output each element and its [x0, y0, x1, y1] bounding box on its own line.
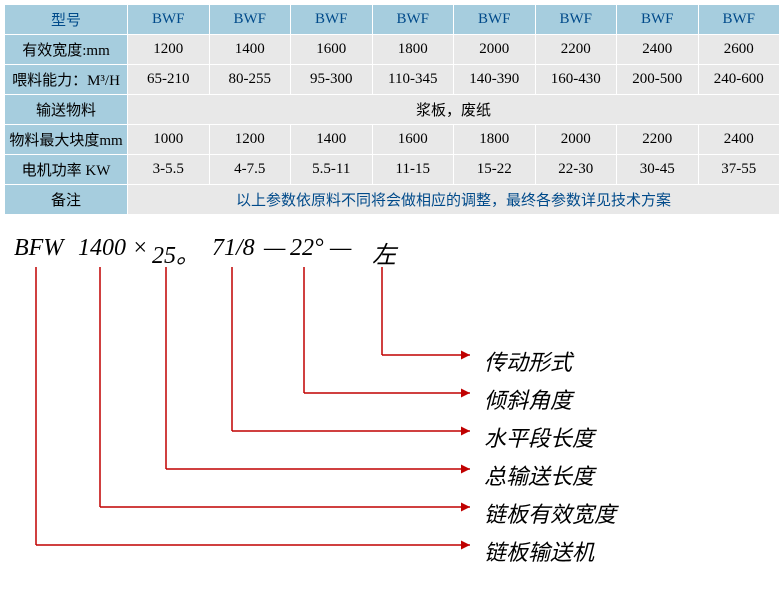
formula-part: — [330, 235, 351, 262]
row-cell: 37-55 [698, 155, 780, 185]
header-cell: BWF [209, 5, 291, 35]
row-merged-cell: 浆板，废纸 [128, 95, 780, 125]
row-cell: 3-5.5 [128, 155, 210, 185]
row-cell: 2400 [617, 35, 699, 65]
row-cell: 65-210 [128, 65, 210, 95]
row-merged-cell: 以上参数依原料不同将会做相应的调整，最终各参数详见技术方案 [128, 185, 780, 215]
row-cell: 200-500 [617, 65, 699, 95]
row-cell: 1400 [209, 35, 291, 65]
row-cell: 2400 [698, 125, 780, 155]
header-cell-model: 型号 [5, 5, 128, 35]
diagram-label: 传动形式 [484, 345, 572, 377]
row-cell: 160-430 [535, 65, 617, 95]
row-cell: 5.5-11 [291, 155, 373, 185]
formula-part: — [264, 235, 285, 262]
table-row: 备注以上参数依原料不同将会做相应的调整，最终各参数详见技术方案 [5, 185, 780, 215]
header-cell: BWF [698, 5, 780, 35]
row-cell: 1200 [128, 35, 210, 65]
header-cell: BWF [454, 5, 536, 35]
row-cell: 30-45 [617, 155, 699, 185]
row-cell: 80-255 [209, 65, 291, 95]
row-cell: 11-15 [372, 155, 454, 185]
row-cell: 15-22 [454, 155, 536, 185]
row-cell: 1600 [372, 125, 454, 155]
table-row: 物料最大块度mm10001200140016001800200022002400 [5, 125, 780, 155]
row-cell: 140-390 [454, 65, 536, 95]
diagram-lines [4, 235, 780, 565]
table-row: 有效宽度:mm12001400160018002000220024002600 [5, 35, 780, 65]
header-cell: BWF [128, 5, 210, 35]
row-label: 电机功率 KW [5, 155, 128, 185]
row-cell: 110-345 [372, 65, 454, 95]
row-cell: 240-600 [698, 65, 780, 95]
formula-part: 左 [372, 235, 396, 270]
row-cell: 4-7.5 [209, 155, 291, 185]
row-cell: 1400 [291, 125, 373, 155]
header-cell: BWF [291, 5, 373, 35]
row-cell: 2000 [454, 35, 536, 65]
header-cell: BWF [617, 5, 699, 35]
spec-table: 型号 BWF BWF BWF BWF BWF BWF BWF BWF 有效宽度:… [4, 4, 780, 215]
table-row: 电机功率 KW3-5.54-7.55.5-1111-1515-2222-3030… [5, 155, 780, 185]
row-cell: 95-300 [291, 65, 373, 95]
diagram-label: 链板输送机 [484, 535, 594, 567]
table-row: 喂料能力：M³/H65-21080-25595-300110-345140-39… [5, 65, 780, 95]
diagram-label: 水平段长度 [484, 421, 594, 453]
row-cell: 2200 [535, 35, 617, 65]
diagram-label: 总输送长度 [484, 459, 594, 491]
row-cell: 2200 [617, 125, 699, 155]
row-cell: 22-30 [535, 155, 617, 185]
row-label: 物料最大块度mm [5, 125, 128, 155]
header-row: 型号 BWF BWF BWF BWF BWF BWF BWF BWF [5, 5, 780, 35]
formula-part: BFW [14, 235, 63, 262]
row-cell: 1800 [372, 35, 454, 65]
row-cell: 1000 [128, 125, 210, 155]
formula-part: 1400 [78, 235, 126, 262]
row-cell: 1800 [454, 125, 536, 155]
formula-part: 22° [290, 235, 324, 262]
table-row: 输送物料浆板，废纸 [5, 95, 780, 125]
model-code-diagram: BFW 1400×25。 71/8 —22° — 左链板输送机 链板有效宽度总输送长度 水… [4, 235, 780, 565]
row-cell: 2600 [698, 35, 780, 65]
formula-part: 25。 [152, 235, 200, 270]
row-cell: 1600 [291, 35, 373, 65]
row-cell: 2000 [535, 125, 617, 155]
row-label: 有效宽度:mm [5, 35, 128, 65]
header-cell: BWF [535, 5, 617, 35]
row-label: 喂料能力：M³/H [5, 65, 128, 95]
diagram-label: 倾斜角度 [484, 383, 572, 415]
diagram-label: 链板有效宽度 [484, 497, 616, 529]
row-label: 备注 [5, 185, 128, 215]
row-cell: 1200 [209, 125, 291, 155]
formula-part: × [132, 235, 148, 262]
header-cell: BWF [372, 5, 454, 35]
formula-part: 71/8 [212, 235, 255, 262]
row-label: 输送物料 [5, 95, 128, 125]
